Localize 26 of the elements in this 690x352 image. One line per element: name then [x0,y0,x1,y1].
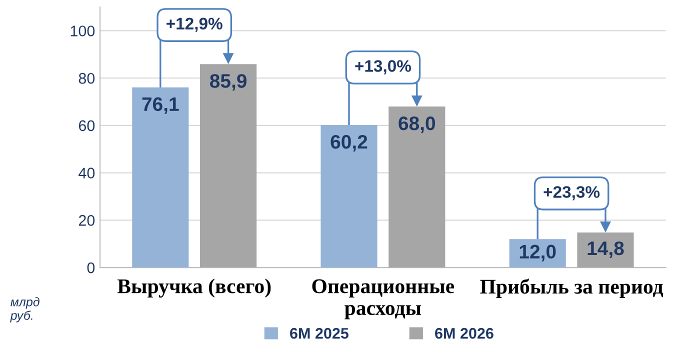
bar [577,232,634,268]
bar [132,87,189,268]
annotation: +13,0% [355,60,412,74]
x-tick-label: Прибыль за период [480,278,664,298]
y-tick-label: 0 [87,262,95,274]
y-tick-label: 40 [78,168,95,178]
legend-label: 6М 2026 [435,328,494,339]
y-axis-title: млрд руб. [10,297,40,322]
y-tick-label: 80 [78,72,95,84]
bar [320,124,378,268]
data-label: 85,9 [210,74,246,91]
data-label: 76,1 [142,97,179,114]
bar [388,106,446,268]
data-label: 12,0 [520,244,556,262]
data-label: 14,8 [588,241,624,258]
annotation: +12,9% [166,18,222,32]
y-tick-label: 20 [78,215,95,226]
x-tick-label: Выручка (всего) [117,278,271,298]
annotation: +23,3% [544,186,600,200]
y-tick-label: 100 [70,26,95,36]
legend-label: 6М 2025 [290,328,349,339]
data-label: 68,0 [398,116,436,134]
data-label: 60,2 [330,134,368,152]
y-tick-label: 60 [78,120,95,132]
bar [200,64,257,268]
x-tick-label: Операционные расходы [312,279,454,320]
